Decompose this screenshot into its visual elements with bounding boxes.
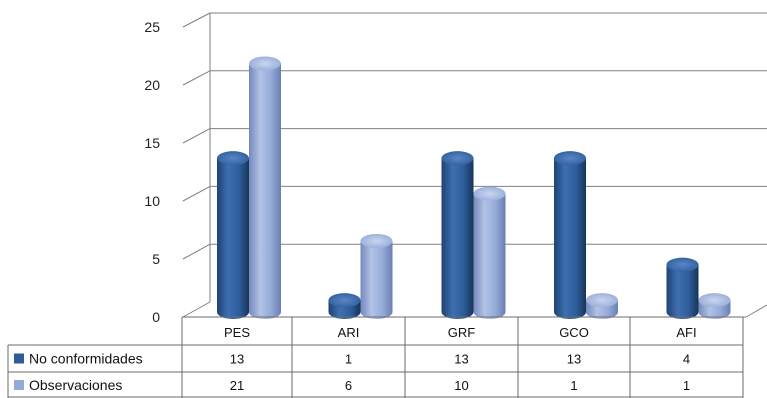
category-label: ARI: [338, 325, 360, 340]
bar: [554, 151, 586, 319]
gridline-side: [182, 70, 211, 86]
bar: [441, 151, 474, 319]
data-table: PES ARI GRF GCO AFI No conformidades 13 1 13 13 4 O…: [7, 316, 744, 398]
category-label: PES: [224, 325, 250, 340]
data-label: 1: [570, 378, 577, 393]
y-tick-label: 10: [144, 193, 160, 209]
bar: [328, 293, 361, 319]
bar-cap: [554, 151, 586, 166]
bar: [360, 234, 393, 319]
legend-swatch: [14, 380, 24, 390]
bar: [249, 56, 281, 319]
y-tick-label: 0: [152, 309, 160, 325]
bar-cap: [698, 293, 731, 308]
legend-swatch: [14, 353, 24, 364]
data-label: 21: [230, 378, 244, 393]
data-label: 1: [345, 352, 352, 367]
bar-body: [360, 241, 393, 319]
data-label: 13: [230, 352, 244, 367]
bar-body: [666, 264, 699, 319]
gridline-side: [182, 185, 211, 202]
bar: [666, 257, 699, 319]
gridline-side: [182, 12, 211, 28]
bar-cap: [360, 234, 393, 249]
bar-cap: [473, 186, 506, 201]
data-label: 1: [683, 378, 690, 393]
bar-body: [473, 193, 506, 319]
bar-cap: [328, 293, 361, 308]
category-label: GCO: [559, 325, 589, 340]
gridline-side: [182, 243, 211, 260]
y-tick-label: 25: [144, 19, 160, 35]
y-tick-label: 15: [144, 135, 160, 151]
bar-body: [441, 158, 474, 319]
data-label: 4: [683, 352, 690, 367]
category-label: AFI: [676, 325, 696, 340]
data-label: 13: [454, 352, 468, 367]
bar-cap: [217, 151, 249, 166]
bar-cap: [249, 56, 281, 71]
bars: [217, 56, 731, 319]
legend-label: Observaciones: [29, 377, 122, 393]
y-tick-label: 20: [144, 77, 160, 93]
bar-cap: [586, 293, 618, 308]
bar: [586, 293, 618, 319]
data-label: 13: [567, 352, 581, 367]
bar-cap: [666, 257, 699, 272]
data-label: 10: [454, 378, 468, 393]
bar-body: [217, 158, 249, 319]
bar-cap: [441, 151, 474, 166]
bar-body: [249, 63, 281, 319]
y-tick-label: 5: [152, 251, 160, 267]
legend-label: No conformidades: [29, 351, 143, 367]
bar-body: [554, 158, 586, 319]
y-axis: 0 5 10 15 20 25: [144, 19, 160, 325]
category-label: GRF: [448, 325, 476, 340]
gridline-side: [182, 128, 211, 144]
data-label: 6: [345, 378, 352, 393]
bar: [217, 151, 249, 319]
bar: [698, 293, 731, 319]
bar: [473, 186, 506, 319]
